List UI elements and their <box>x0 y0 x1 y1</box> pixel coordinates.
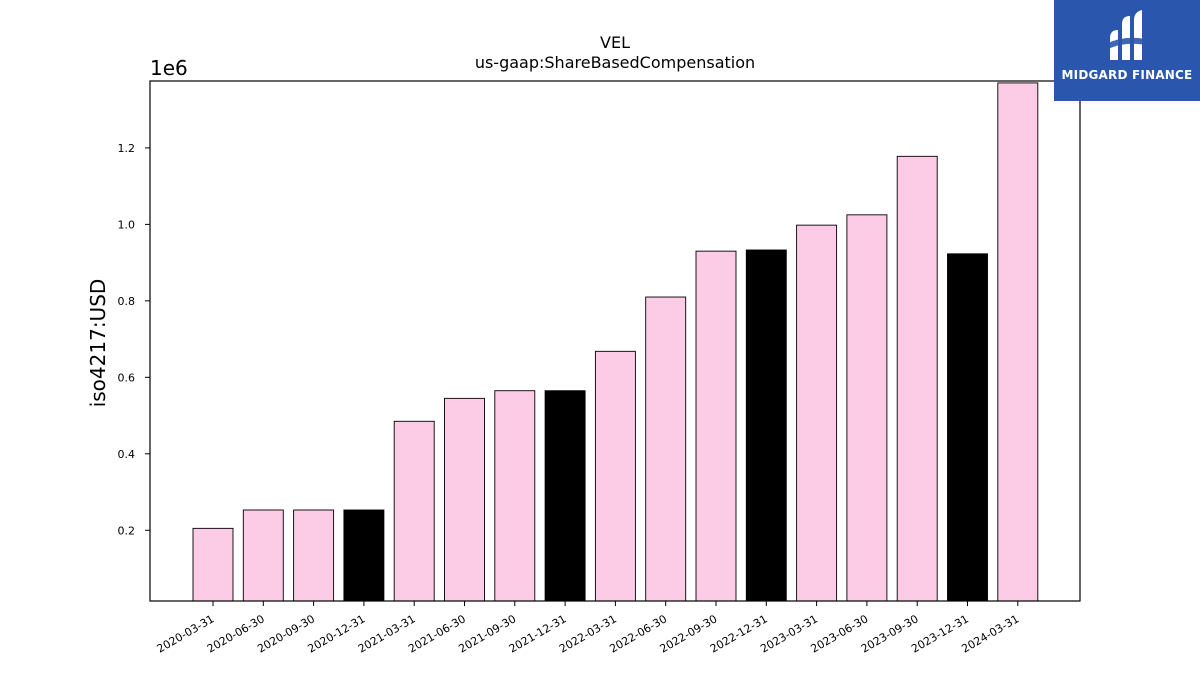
plot-area-frame <box>149 80 1081 602</box>
bar-2020-09-30 <box>293 509 335 602</box>
y-tick-label: 1.0 <box>118 218 136 231</box>
bar-2021-12-31 <box>544 390 586 602</box>
y-tick-label: 0.6 <box>118 371 136 384</box>
bar-2020-12-31 <box>343 509 385 602</box>
bar-2021-09-30 <box>494 390 536 602</box>
y-scale-label: 1e6 <box>150 56 188 80</box>
y-tick-label: 0.2 <box>118 524 136 537</box>
bar-2022-12-31 <box>745 249 787 602</box>
y-tick-label: 0.8 <box>118 295 136 308</box>
bar-2022-09-30 <box>695 250 737 602</box>
bar-2020-06-30 <box>242 509 284 602</box>
chart-title: VEL <box>600 33 630 52</box>
logo-text: MIDGARD FINANCE <box>1061 68 1193 82</box>
brand-logo: MIDGARD FINANCE <box>1054 0 1200 101</box>
chart-subtitle: us-gaap:ShareBasedCompensation <box>475 53 755 72</box>
bar-2020-03-31 <box>192 527 234 602</box>
x-tick-label: 2024-03-31 <box>959 612 1021 655</box>
logo-mark-icon <box>1106 10 1150 60</box>
y-tick-label: 1.2 <box>118 142 136 155</box>
bar-2023-03-31 <box>796 224 838 602</box>
bar-2023-06-30 <box>846 214 888 602</box>
bar-2023-09-30 <box>896 155 938 602</box>
bar-2023-12-31 <box>947 253 988 602</box>
bar-2021-03-31 <box>393 420 435 602</box>
y-tick-label: 0.4 <box>118 448 136 461</box>
bar-2022-03-31 <box>594 350 636 602</box>
bar-2021-06-30 <box>444 397 485 602</box>
y-axis-label: iso4217:USD <box>86 279 110 408</box>
bar-2022-06-30 <box>645 296 687 602</box>
bar-2024-03-31 <box>997 82 1039 602</box>
